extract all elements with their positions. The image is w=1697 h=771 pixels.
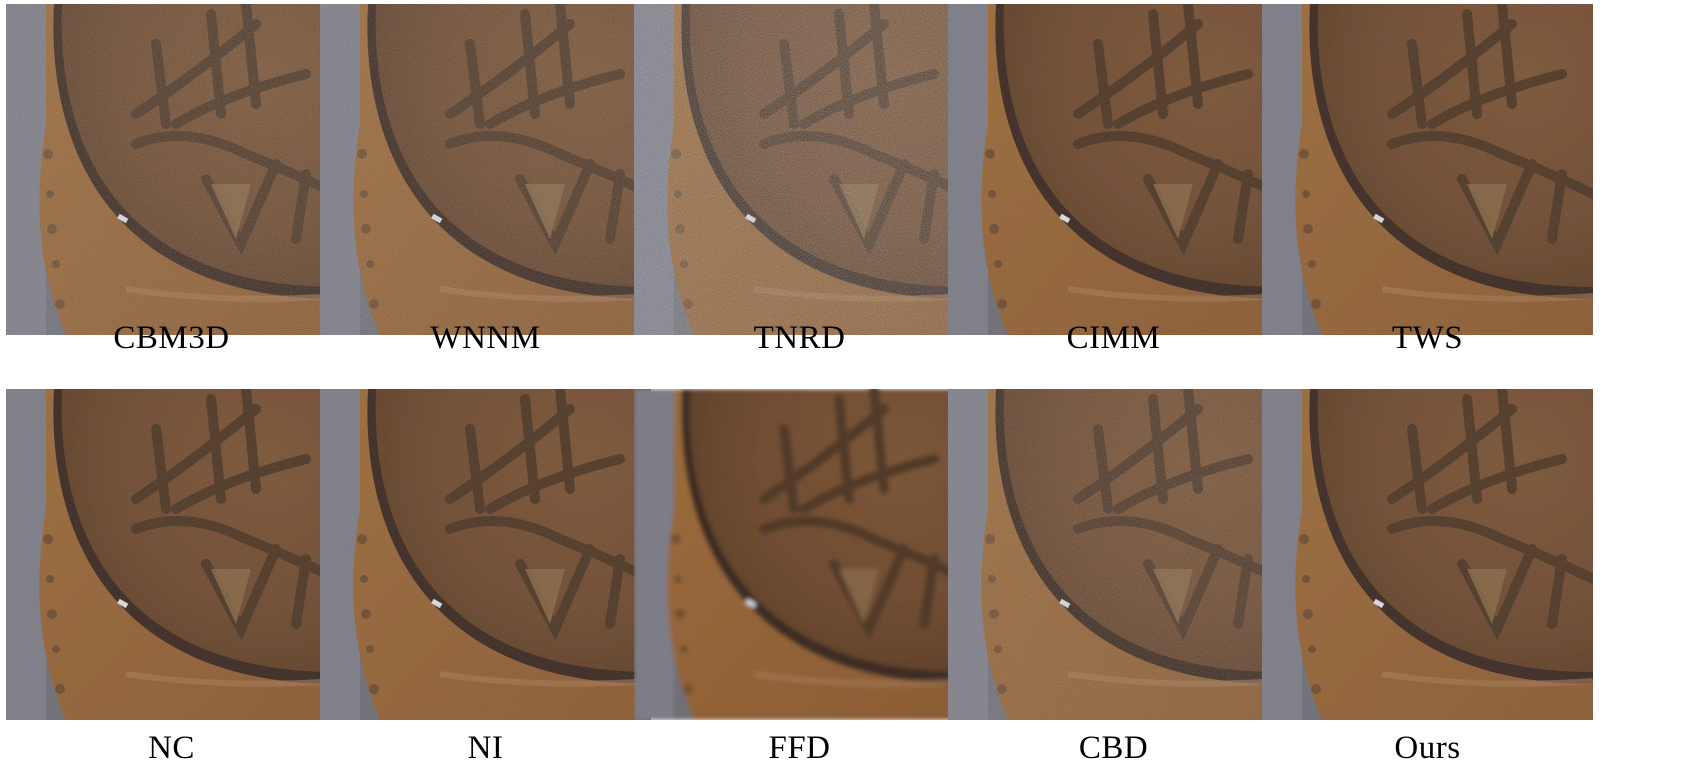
caption-ffd: FFD [768, 730, 831, 766]
coin-photo [1262, 389, 1593, 720]
caption-wnnm: WNNM [430, 320, 541, 356]
panel-cimm-image [948, 4, 1279, 335]
panel-tws-image [1262, 4, 1593, 335]
caption-cbd: CBD [1078, 730, 1149, 766]
panel-cbd-image [948, 389, 1279, 720]
caption-ni: NI [467, 730, 504, 766]
caption-tws: TWS [1391, 320, 1464, 356]
panel-cbm3d-image [6, 4, 337, 335]
panel-wnnm-image [320, 4, 651, 335]
coin-photo [6, 4, 337, 335]
coin-photo [948, 4, 1279, 335]
coin-photo [6, 389, 337, 720]
panel-ours-image [1262, 389, 1593, 720]
coin-photo [948, 389, 1279, 720]
coin-photo [320, 4, 651, 335]
caption-nc: NC [148, 730, 195, 766]
coin-photo [1262, 4, 1593, 335]
coin-photo [634, 389, 965, 720]
caption-cbm3d: CBM3D [113, 320, 230, 356]
panel-nc-image [6, 389, 337, 720]
panel-tnrd-image [634, 4, 965, 335]
caption-tnrd: TNRD [753, 320, 846, 356]
panel-ffd-image [634, 389, 965, 720]
coin-photo [320, 389, 651, 720]
panel-ni-image [320, 389, 651, 720]
caption-ours: Ours [1394, 730, 1461, 766]
coin-photo [634, 4, 965, 335]
caption-cimm: CIMM [1066, 320, 1161, 356]
